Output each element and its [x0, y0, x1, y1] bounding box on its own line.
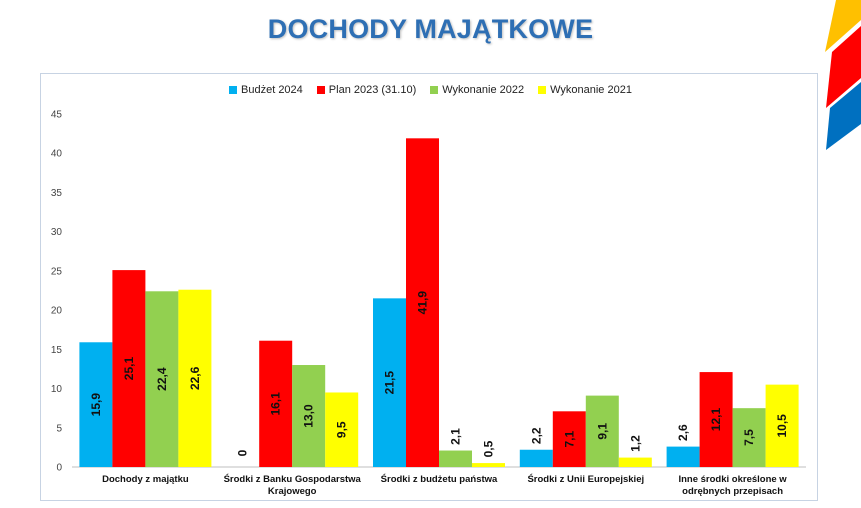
data-label: 12,1: [709, 408, 723, 432]
corner-stripe: [825, 0, 861, 52]
bar: [732, 408, 766, 467]
data-label: 7,1: [562, 430, 576, 447]
legend-swatch: [229, 86, 238, 94]
bar: [585, 395, 619, 467]
legend-item: Plan 2023 (31.10): [316, 84, 417, 96]
category-label: Środki z Banku Gospodarstwa: [224, 473, 362, 485]
category-label: odrębnych przepisach: [682, 486, 783, 497]
bar: [373, 298, 406, 467]
bar: [552, 411, 586, 467]
legend-swatch: [430, 86, 439, 94]
bar: [325, 392, 359, 467]
data-label: 15,9: [89, 393, 103, 417]
y-tick-label: 20: [51, 306, 63, 317]
bar: [292, 365, 326, 467]
data-label: 10,5: [775, 414, 789, 438]
y-tick-label: 30: [51, 227, 63, 238]
bar: [618, 457, 652, 467]
data-label: 25,1: [122, 357, 136, 381]
data-label: 41,9: [416, 291, 430, 315]
data-label: 9,1: [595, 423, 609, 440]
y-tick-label: 10: [51, 384, 63, 395]
data-label: 22,6: [188, 366, 202, 390]
bar: [79, 342, 113, 467]
data-label: 2,2: [529, 427, 543, 444]
legend-label: Plan 2023 (31.10): [328, 84, 417, 96]
y-tick-label: 35: [51, 188, 63, 199]
data-label: 0: [236, 449, 250, 456]
y-tick-label: 0: [56, 463, 62, 474]
data-label: 0,5: [482, 440, 496, 457]
legend-item: Budżet 2024: [229, 84, 303, 96]
data-label: 13,0: [302, 404, 316, 428]
data-label: 2,6: [676, 424, 690, 441]
y-tick-label: 40: [51, 149, 63, 160]
category-label: Dochody z majątku: [102, 474, 189, 485]
bar: [439, 450, 472, 467]
legend-label: Wykonanie 2022: [442, 84, 525, 96]
bar: [699, 372, 733, 467]
data-label: 22,4: [155, 367, 169, 391]
bar: [145, 291, 179, 467]
bar: [519, 449, 553, 467]
legend-item: Wykonanie 2022: [430, 84, 524, 96]
y-tick-label: 25: [51, 266, 63, 277]
legend-swatch: [538, 86, 547, 94]
y-tick-label: 5: [56, 423, 62, 434]
corner-stripe: [826, 26, 861, 108]
data-label: 7,5: [742, 429, 756, 446]
legend-swatch: [316, 86, 325, 94]
page-title: DOCHODY MAJĄTKOWE: [267, 14, 594, 44]
bar: [259, 340, 293, 467]
data-label: 2,1: [449, 428, 463, 445]
category-label: Krajowego: [268, 486, 317, 497]
bar: [765, 384, 799, 467]
category-label: Inne środki określone w: [678, 474, 787, 485]
legend-label: Budżet 2024: [241, 84, 303, 96]
corner-stripe: [826, 82, 861, 150]
legend-label: Wykonanie 2021: [550, 84, 632, 96]
bar: [472, 463, 505, 467]
y-tick-label: 15: [51, 345, 63, 356]
data-label: 21,5: [383, 371, 397, 395]
chart-legend: Budżet 2024 Plan 2023 (31.10) Wykonanie 20…: [0, 84, 861, 96]
bar: [112, 270, 146, 467]
legend-item: Wykonanie 2021: [538, 84, 632, 96]
data-label: 1,2: [628, 435, 642, 452]
bar: [406, 138, 439, 467]
bar: [666, 446, 700, 467]
y-tick-label: 45: [51, 110, 63, 121]
category-label: Środki z Unii Europejskiej: [527, 473, 644, 485]
data-label: 16,1: [269, 392, 283, 416]
data-label: 9,5: [335, 421, 349, 438]
category-label: Środki z budżetu państwa: [381, 473, 498, 485]
bar: [178, 289, 212, 467]
